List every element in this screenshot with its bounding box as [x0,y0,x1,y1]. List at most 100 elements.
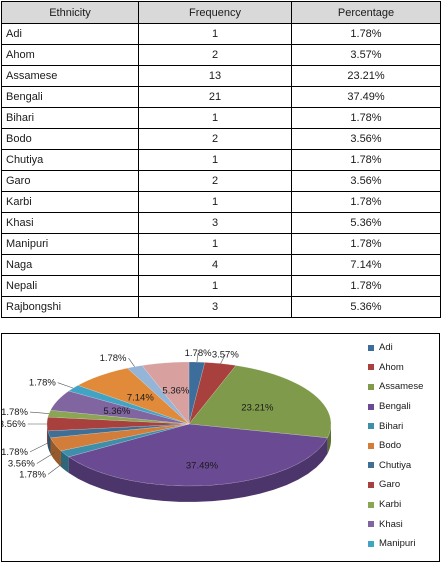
cell-ethnicity: Chutiya [1,149,139,171]
legend-label: Karbi [379,499,402,511]
label-leader-line [128,357,135,367]
cell-ethnicity: Bodo [1,128,139,150]
pie-slice-bihari [60,423,190,458]
data-label: 1.78% [100,353,127,364]
table-row: Assamese 13 23.21% [1,65,441,87]
legend-item: Karbi [368,495,440,515]
pie-slice-side [47,430,51,454]
label-leader-line [196,352,199,363]
pie-chart: 1.78%3.57%23.21%37.49%1.78%3.56%1.78%3.5… [1,333,440,562]
label-leader-line [29,411,50,414]
cell-percentage: 1.78% [291,275,441,297]
table-row: Garo 2 3.56% [1,170,441,192]
cell-frequency: 1 [138,191,292,213]
cell-ethnicity: Nepali [1,275,139,297]
legend-swatch [368,521,374,528]
cell-ethnicity: Adi [1,23,139,45]
pie-slice-side [47,424,48,447]
legend-item: Bodo [368,436,440,456]
cell-ethnicity: Naga [1,254,139,276]
table-row: Manipuri 1 1.78% [1,233,441,255]
label-leader-line [57,382,74,389]
legend-item: Bengali [368,397,440,417]
cell-percentage: 3.57% [291,44,441,66]
pie-slice-side [60,450,69,473]
cell-percentage: 1.78% [291,233,441,255]
cell-percentage: 1.78% [291,191,441,213]
table-row: Bihari 1 1.78% [1,107,441,129]
table-row: Naga 4 7.14% [1,254,441,276]
data-label: 23.21% [241,403,274,414]
cell-ethnicity: Bihari [1,107,139,129]
cell-ethnicity: Khasi [1,212,139,234]
data-label: 3.57% [212,350,239,361]
pie-slice-nepali [126,365,190,425]
pie-data-labels: 1.78%3.57%23.21%37.49%1.78%3.56%1.78%3.5… [2,348,274,481]
label-leader-line [47,461,65,475]
cell-frequency: 2 [138,128,292,150]
table-row: Bengali 21 37.49% [1,86,441,108]
data-label: 1.78% [185,348,212,359]
legend-item: Ahom [368,358,440,378]
table-body: Adi 1 1.78% Ahom 2 3.57% Assamese 13 23.21% Benga… [1,23,441,318]
cell-ethnicity: Rajbongshi [1,296,139,318]
legend-item: Adi [368,338,440,358]
legend-swatch [368,344,374,351]
cell-frequency: 1 [138,23,292,45]
frequency-table: Ethnicity Frequency Percentage Adi 1 1.78%… [1,1,441,318]
legend-label: Manipuri [379,538,416,550]
table-row: Rajbongshi 3 5.36% [1,296,441,318]
cell-frequency: 1 [138,233,292,255]
table-header-row: Ethnicity Frequency Percentage [1,1,441,24]
cell-frequency: 21 [138,86,292,108]
legend-swatch [368,403,374,410]
legend-label: Assamese [379,381,424,393]
legend-label: Bodo [379,440,402,452]
legend-item: Chutiya [368,456,440,476]
legend-swatch [368,383,374,390]
cell-percentage: 5.36% [291,212,441,234]
cell-percentage: 37.49% [291,86,441,108]
cell-percentage: 1.78% [291,23,441,45]
cell-ethnicity: Ahom [1,44,139,66]
pie-chart-canvas: 1.78%3.57%23.21%37.49%1.78%3.56%1.78%3.5… [2,348,332,502]
cell-ethnicity: Assamese [1,65,139,87]
data-label: 37.49% [186,461,219,472]
pie-slice-khasi [50,390,190,425]
legend-item: Bihari [368,416,440,436]
table-row: Chutiya 1 1.78% [1,149,441,171]
table-row: Adi 1 1.78% [1,23,441,45]
legend-swatch [368,423,374,430]
pie-slice-naga [77,367,190,425]
header-ethnicity: Ethnicity [1,1,139,24]
data-label: 3.56% [2,419,26,430]
data-label: 1.78% [19,469,46,480]
legend-label: Bengali [379,401,411,413]
pie-side-walls [47,424,331,502]
legend-label: Chutiya [379,459,412,471]
cell-percentage: 3.56% [291,128,441,150]
cell-percentage: 7.14% [291,254,441,276]
pie-slice-bodo [50,423,190,452]
legend-swatch [368,540,374,547]
legend-swatch [368,442,374,449]
cell-ethnicity: Bengali [1,86,139,108]
cell-percentage: 1.78% [291,149,441,171]
data-label: 1.78% [2,447,29,458]
pie-slice-side [50,437,61,467]
cell-frequency: 3 [138,296,292,318]
legend-item: Khasi [368,514,440,534]
data-label: 7.14% [127,392,154,403]
table-row: Nepali 1 1.78% [1,275,441,297]
pie-slice-rajbongshi [141,361,190,425]
cell-percentage: 23.21% [291,65,441,87]
table-row: Khasi 3 5.36% [1,212,441,234]
cell-ethnicity: Karbi [1,191,139,213]
pie-slice-side [327,424,331,454]
cell-frequency: 4 [138,254,292,276]
cell-frequency: 2 [138,170,292,192]
label-leader-line [220,354,226,364]
legend-swatch [368,501,374,508]
cell-ethnicity: Garo [1,170,139,192]
legend-swatch [368,462,374,469]
